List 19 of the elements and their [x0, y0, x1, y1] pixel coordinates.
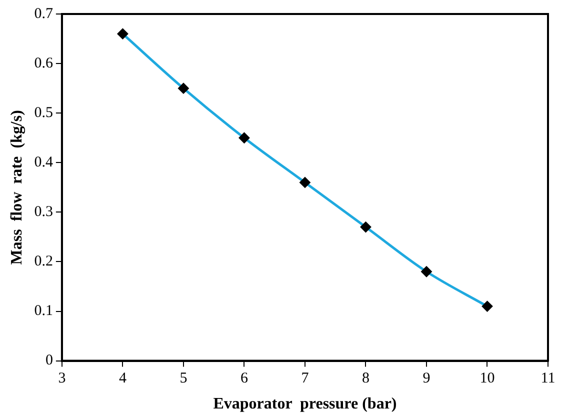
x-axis-title: Evaporator pressure (bar) — [213, 396, 397, 413]
y-tick-label: 0 — [45, 352, 53, 369]
x-tick-label: 8 — [362, 370, 370, 387]
y-tick-label: 0.5 — [34, 105, 53, 122]
y-tick-label: 0.4 — [34, 154, 54, 171]
x-tick-label: 3 — [58, 370, 66, 387]
y-tick-label: 0.1 — [34, 303, 53, 320]
y-tick-label: 0.3 — [34, 204, 53, 220]
x-tick-label: 6 — [240, 370, 248, 387]
x-tick-label: 10 — [480, 370, 495, 387]
x-tick-label: 9 — [422, 370, 430, 387]
y-tick-label: 0.6 — [34, 55, 54, 72]
y-tick-label: 0.7 — [34, 6, 54, 22]
x-tick-label: 7 — [301, 370, 310, 387]
y-axis-title: Mass flow rate (kg/s) — [8, 110, 26, 265]
x-tick-label: 4 — [118, 370, 127, 387]
x-tick-label: 11 — [540, 370, 556, 387]
y-tick-label: 0.2 — [34, 254, 53, 270]
x-tick-label: 5 — [180, 370, 188, 387]
